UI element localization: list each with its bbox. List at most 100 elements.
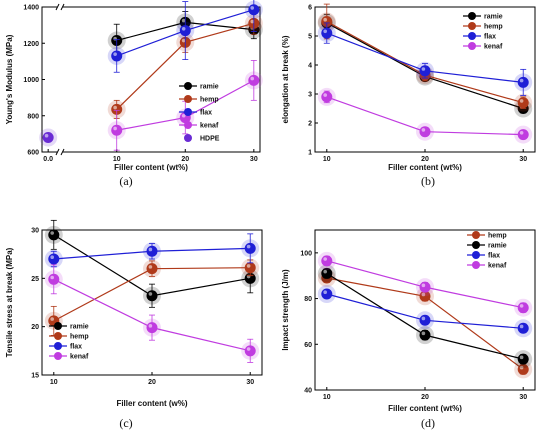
data-point-kenaf (517, 302, 529, 314)
series-flax (44, 233, 260, 268)
x-tick-label: 30 (250, 156, 258, 163)
data-point-flax-highlight (113, 52, 117, 56)
data-point-flax (419, 65, 431, 77)
y-tick-label: 800 (27, 113, 39, 120)
legend-marker-ramie (472, 241, 480, 249)
series-flax (317, 285, 533, 338)
data-point-ramie-highlight (181, 18, 186, 23)
legend-marker-kenaf (54, 352, 62, 360)
data-point-flax (321, 27, 333, 39)
x-tick-label: 10 (323, 394, 331, 401)
y-tick-label: 100 (300, 250, 312, 257)
legend-marker-ramie (184, 82, 192, 90)
series-kenaf (44, 264, 260, 363)
data-point-kenaf (517, 129, 529, 141)
legend-label-kenaf: kenaf (70, 354, 89, 361)
legend-label-hemp: hemp (488, 233, 507, 240)
legend-marker-flax (54, 342, 62, 350)
data-point-HDPE-highlight (44, 133, 49, 138)
axis-break-gap-top (57, 4, 63, 10)
y-tick-label: 40 (304, 388, 312, 395)
data-point-ramie-highlight (421, 331, 426, 336)
y-tick-label: 80 (304, 296, 312, 303)
axis-break-mark (60, 3, 65, 11)
x-axis-title: Filler content (w%) (116, 399, 187, 408)
data-point-flax (248, 4, 260, 16)
data-point-flax-highlight (246, 244, 251, 249)
plot-frame (314, 229, 536, 391)
series-ramie (317, 264, 533, 369)
data-point-ramie (146, 290, 158, 302)
plot-frame (41, 6, 261, 153)
data-point-kenaf-highlight (250, 76, 255, 81)
legend-label-ramie: ramie (70, 324, 89, 331)
x-tick-label: 20 (421, 156, 429, 163)
chart-panel-4: 10 20 30 40 60 80 100 Filler content (wt%) Impac… (281, 229, 536, 430)
data-point-flax-highlight (50, 255, 54, 259)
legend-label-hemp: hemp (484, 24, 503, 31)
y-axis-title: Young's Modulus (MPa) (5, 34, 14, 124)
data-point-flax (179, 25, 191, 37)
y-tick-label: 25 (31, 276, 39, 283)
data-point-kenaf-highlight (181, 113, 186, 118)
data-point-kenaf (419, 281, 431, 293)
data-point-flax-highlight (421, 316, 426, 321)
axis-break-gap-bottom (57, 149, 63, 155)
data-point-hemp-highlight (246, 264, 251, 268)
data-point-ramie (48, 229, 60, 241)
data-point-flax (146, 245, 158, 257)
y-axis-title: elongation at break (%) (281, 35, 290, 123)
data-point-ramie (419, 329, 431, 341)
series-HDPE (39, 128, 58, 147)
series-ramie (44, 219, 260, 308)
panel-label: (c) (119, 416, 132, 430)
data-point-flax-highlight (323, 29, 327, 34)
legend-marker-hemp (472, 231, 480, 239)
data-point-kenaf-highlight (50, 275, 54, 280)
data-point-hemp (146, 263, 158, 275)
data-point-ramie (517, 353, 529, 365)
legend-marker-kenaf (472, 261, 480, 269)
data-point-hemp-highlight (323, 17, 327, 22)
data-point-flax (517, 76, 529, 88)
legend-marker-ramie (468, 12, 476, 20)
data-point-kenaf (321, 255, 333, 267)
data-point-hemp-highlight (50, 317, 54, 321)
legend: ramie hemp flax kenaf (463, 12, 503, 51)
data-point-kenaf (248, 74, 260, 86)
series-kenaf (317, 87, 533, 144)
chart-panel-3: 10 20 30 15 20 25 30 Filler content (w%) Tensile… (5, 219, 263, 430)
x-tick-label: 20 (181, 156, 189, 163)
data-point-kenaf (321, 91, 333, 103)
x-axis-title: Filler content (wt%) (114, 163, 188, 172)
data-point-flax (517, 322, 529, 334)
y-tick-label: 2 (308, 121, 312, 128)
x-tick-label: 30 (246, 379, 254, 386)
data-point-hemp-highlight (421, 292, 426, 297)
panel-label: (b) (421, 174, 435, 188)
data-point-kenaf-highlight (323, 93, 327, 97)
series-flax (107, 0, 263, 73)
legend-label-HDPE: HDPE (200, 136, 220, 143)
axis-break-mark (60, 148, 65, 156)
data-point-hemp-highlight (113, 105, 117, 110)
legend-label-flax: flax (484, 34, 496, 41)
y-tick-label: 60 (304, 342, 312, 349)
chart-panel-2: 10 20 30 1 2 3 4 5 6 Filler content (wt%) elongati… (281, 3, 536, 188)
x-tick-label: 10 (50, 379, 58, 386)
legend-marker-hemp (184, 95, 192, 103)
x-axis-title: Filler content (wt%) (388, 404, 462, 413)
y-tick-label: 30 (31, 228, 39, 235)
data-point-kenaf-highlight (113, 126, 117, 131)
legend-label-kenaf: kenaf (488, 263, 507, 270)
data-point-kenaf-highlight (148, 324, 153, 328)
data-point-kenaf (244, 345, 256, 357)
data-point-flax-highlight (250, 6, 255, 10)
series-flax (317, 22, 533, 96)
data-point-ramie-highlight (519, 355, 524, 360)
y-tick-label: 1000 (23, 77, 39, 84)
data-point-flax-highlight (519, 78, 524, 83)
legend-label-ramie: ramie (488, 243, 507, 250)
data-point-hemp-highlight (519, 99, 524, 103)
